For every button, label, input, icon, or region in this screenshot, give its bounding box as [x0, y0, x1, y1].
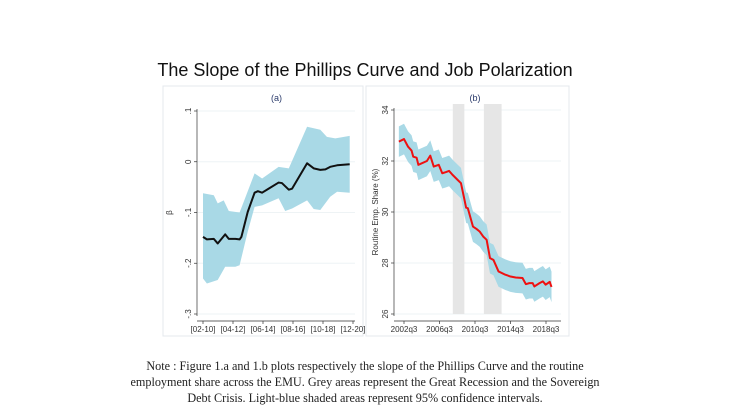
figure-note: Note : Figure 1.a and 1.b plots respecti…	[130, 359, 600, 405]
panel-title: (b)	[470, 93, 481, 103]
x-tick-label: 2018q3	[533, 325, 560, 334]
x-tick-label: [02-10]	[191, 325, 216, 334]
x-tick-label: [04-12]	[221, 325, 246, 334]
x-tick-label: [10-18]	[311, 325, 336, 334]
x-tick-label: 2002q3	[391, 325, 418, 334]
y-tick-label: -.1	[184, 207, 193, 217]
figure-title: The Slope of the Phillips Curve and Job …	[157, 60, 573, 80]
x-tick-label: 2010q3	[462, 325, 489, 334]
y-tick-label: 0	[184, 159, 193, 164]
x-tick-label: [08-16]	[281, 325, 306, 334]
x-tick-label: 2014q3	[497, 325, 524, 334]
confidence-band	[203, 126, 350, 284]
y-tick-label: 34	[381, 105, 390, 114]
y-tick-label: -.3	[184, 309, 193, 319]
y-tick-label: .1	[184, 107, 193, 114]
panel-title: (a)	[271, 93, 282, 103]
series-line	[398, 138, 553, 288]
y-axis-label: Routine Emp. Share (%)	[371, 168, 380, 255]
y-tick-label: 32	[381, 156, 390, 165]
y-tick-label: -.2	[184, 258, 193, 268]
y-axis-label: β	[165, 210, 174, 215]
y-tick-label: 28	[381, 258, 390, 267]
x-tick-label: [12-20]	[341, 325, 366, 334]
y-tick-label: 26	[381, 309, 390, 318]
y-tick-label: 30	[381, 207, 390, 216]
x-tick-label: 2006q3	[426, 325, 453, 334]
recession-shade	[452, 104, 465, 314]
series-line	[202, 162, 350, 245]
x-tick-label: [06-14]	[251, 325, 276, 334]
panel-a: -.3 -.2 -.1 0 .1 [02-10] [04-12] [06-14] [08-16]…	[162, 85, 366, 337]
confidence-band	[398, 123, 552, 303]
panel-b: 26 28 30 32 34 2002q3 2006q3 2010q3 2014q3 2018q3…	[365, 85, 570, 337]
panel-frame	[162, 85, 364, 337]
